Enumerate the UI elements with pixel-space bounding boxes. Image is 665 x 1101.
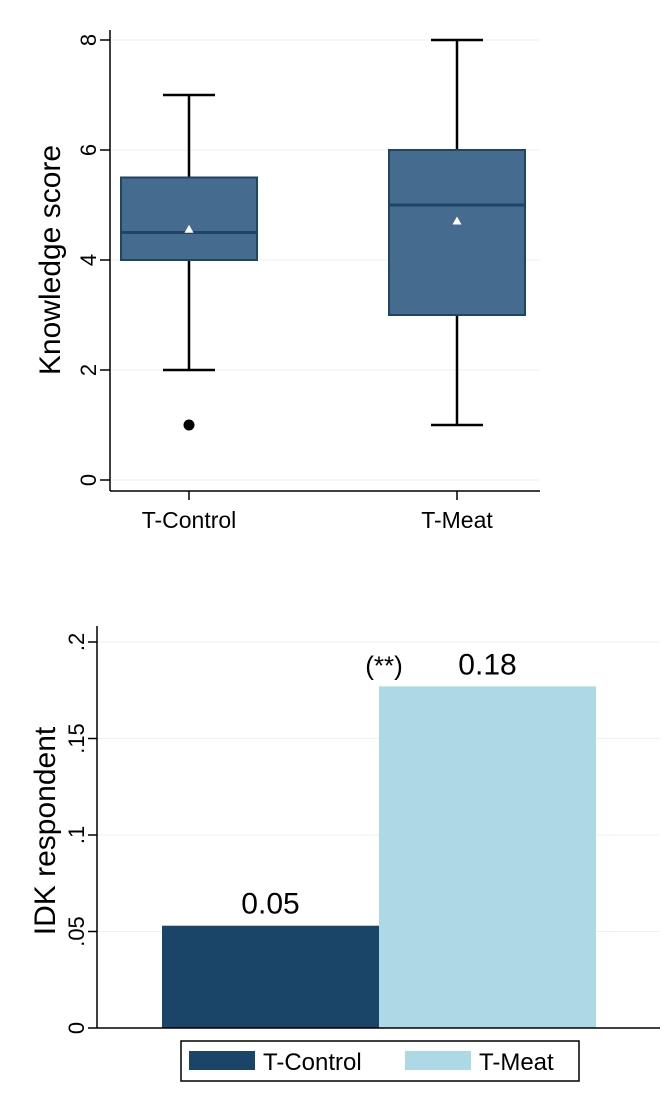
bar-chart: 0.05.1.15.2 0.050.18(**) IDK respondent …: [29, 626, 660, 1082]
bar-y-ticks: 0 .05 .1 .15 .2: [64, 633, 97, 1034]
boxplot-mean-marker: [452, 216, 462, 225]
bar-t-control: [162, 925, 379, 1028]
boxplot-y-tick-label: 0: [76, 474, 101, 486]
bar-y-tick-label: .2: [64, 633, 89, 651]
bar-data-labels: 0.05 0.18 (**): [241, 648, 516, 920]
boxplot-y-tick-label: 6: [76, 144, 101, 156]
bar-y-tick-label: .1: [64, 826, 89, 844]
boxplot-y-axis-title: Knowledge score: [34, 145, 67, 375]
bar-legend-label: T-Meat: [479, 1049, 554, 1076]
boxplot-x-tick-label: T-Meat: [421, 507, 493, 533]
boxplot-y-tick-label: 2: [76, 364, 101, 376]
boxplot-x-ticks: T-Control T-Meat: [142, 491, 493, 533]
boxplot-boxes: [120, 38, 526, 431]
boxplot-x-tick-label: T-Control: [142, 507, 237, 533]
bar-significance-annotation: (**): [365, 650, 403, 680]
boxplot-box: [388, 149, 526, 316]
boxplot-box: [120, 176, 258, 261]
bar-y-tick-label: .05: [64, 916, 89, 947]
bar-legend-swatch: [189, 1051, 255, 1070]
bar-y-tick-label: 0: [64, 1022, 89, 1034]
bar-value-label: 0.18: [458, 648, 516, 681]
bar-legend: T-Control T-Meat: [180, 1040, 580, 1082]
bar-t-meat: [379, 686, 596, 1028]
boxplot-y-tick-label: 8: [76, 34, 101, 46]
bar-y-axis-title: IDK respondent: [29, 726, 62, 935]
bar-value-label: 0.05: [241, 888, 299, 921]
boxplot-y-ticks: 0 2 4 6 8: [76, 34, 110, 486]
boxplot-outlier-point: [183, 419, 195, 431]
bar-bars: [162, 686, 596, 1028]
boxplot-mean-marker: [184, 224, 194, 233]
boxplot-chart: 0 2 4 6 8 T-Control T-Meat Knowledge score: [34, 30, 540, 533]
boxplot-y-tick-label: 4: [76, 254, 101, 266]
bar-legend-label: T-Control: [263, 1049, 362, 1076]
bar-legend-swatch: [405, 1051, 471, 1070]
bar-y-tick-label: .15: [64, 723, 89, 754]
